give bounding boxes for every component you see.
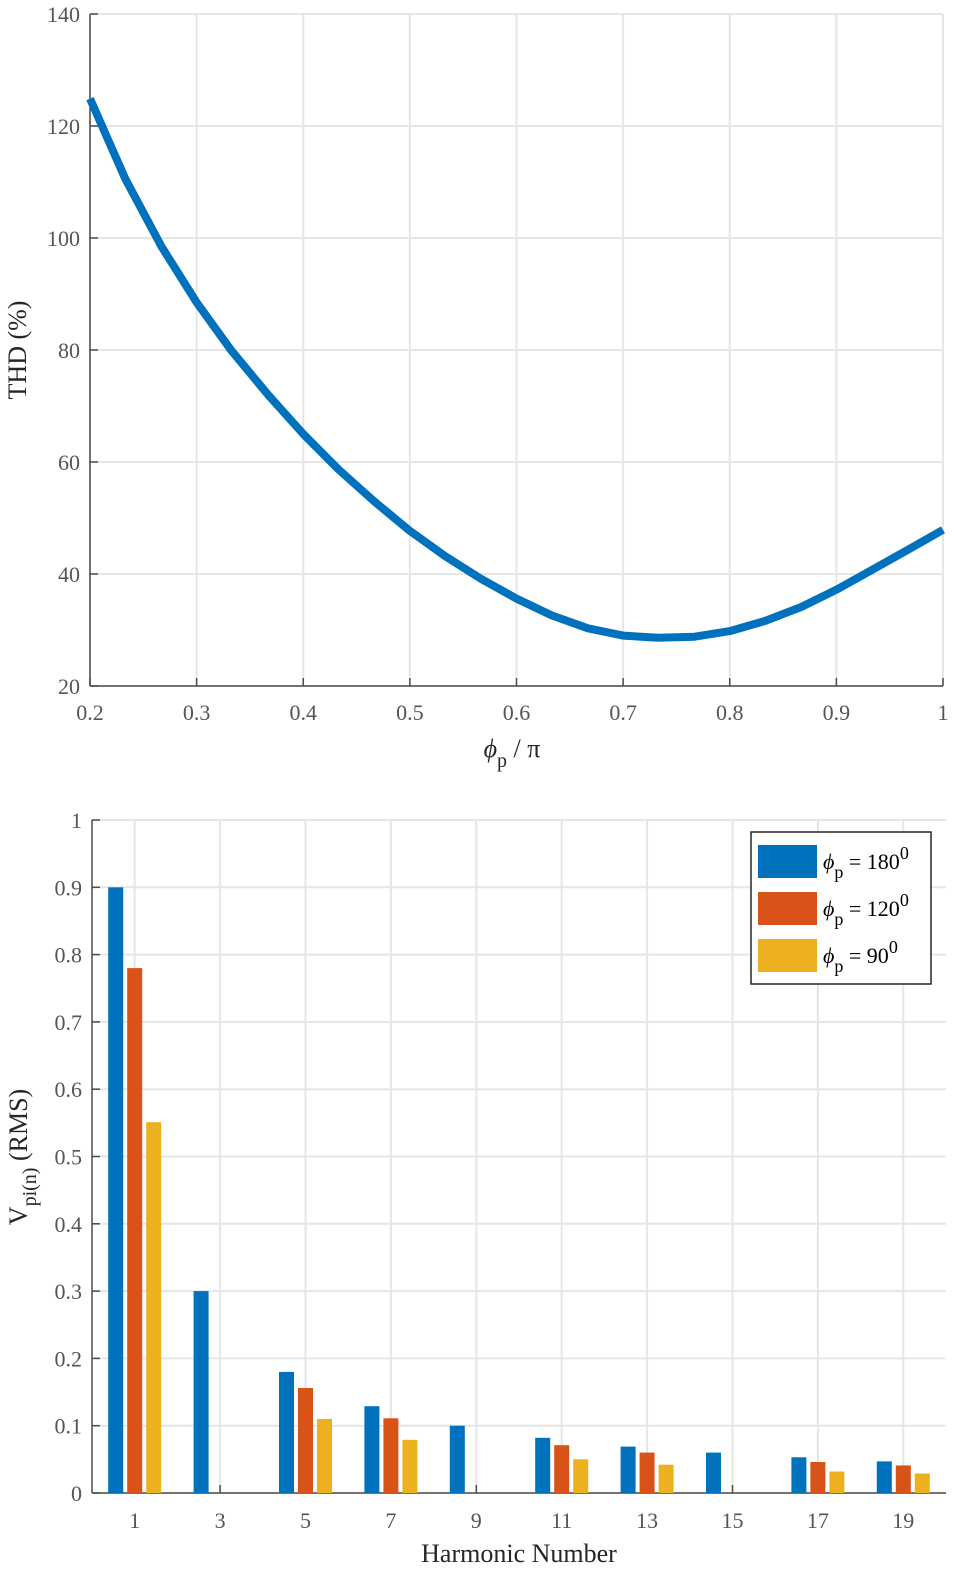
harmonic-bar — [829, 1471, 845, 1493]
harmonic-bar — [317, 1419, 332, 1493]
top-y-tick-label: 140 — [47, 2, 80, 27]
legend-swatch — [758, 892, 817, 925]
top-y-tick-label: 60 — [58, 450, 80, 475]
top-y-tick-label: 20 — [58, 674, 80, 699]
bottom-x-tick-label: 11 — [551, 1508, 572, 1533]
bottom-y-tick-label: 0.4 — [55, 1212, 83, 1237]
top-x-tick-label: 0.4 — [290, 700, 318, 725]
bottom-x-tick-label: 9 — [471, 1508, 482, 1533]
top-x-axis-label: ϕp / π — [484, 734, 541, 772]
top-x-tick-label: 0.3 — [183, 700, 211, 725]
harmonic-bar — [895, 1465, 911, 1493]
bottom-x-tick-label: 1 — [129, 1508, 140, 1533]
top-y-tick-label: 100 — [47, 226, 80, 251]
top-x-tick-label: 0.5 — [396, 700, 424, 725]
thd-line — [86, 96, 945, 642]
harmonic-bar-chart: 00.10.20.30.40.50.60.70.80.911 3 5 7 9 11 13 15… — [4, 808, 946, 1568]
bottom-y-tick-label: 0.2 — [55, 1346, 83, 1371]
harmonic-bar — [108, 887, 124, 1493]
x-label-rest: / π — [507, 734, 540, 763]
harmonic-bar — [573, 1459, 589, 1493]
harmonic-bar — [620, 1446, 636, 1493]
top-x-tick-label: 0.9 — [823, 700, 851, 725]
harmonic-bar — [146, 1122, 162, 1493]
bottom-tick-labels: 00.10.20.30.40.50.60.70.80.911 3 5 7 9 11 13 15… — [55, 808, 915, 1533]
phi-subscript: p — [497, 750, 507, 772]
top-axes — [89, 13, 944, 687]
bottom-bars — [108, 887, 930, 1493]
thd-line-chart: 0.2 0.3 0.4 0.5 0.6 0.7 0.8 0.9 1204060801001201… — [3, 2, 949, 772]
top-x-tick-label: 0.2 — [76, 700, 104, 725]
top-series — [86, 96, 945, 642]
harmonic-bar — [449, 1425, 465, 1493]
bottom-x-tick-label: 7 — [385, 1508, 396, 1533]
harmonic-bar — [914, 1473, 930, 1493]
bottom-y-tick-label: 0.9 — [55, 875, 83, 900]
bottom-y-tick-label: 1 — [71, 808, 82, 833]
harmonic-bar — [402, 1439, 418, 1493]
bottom-y-tick-label: 0.8 — [55, 943, 83, 968]
bottom-y-tick-label: 0.6 — [55, 1077, 83, 1102]
bottom-y-tick-label: 0.3 — [55, 1279, 83, 1304]
harmonic-bar — [193, 1291, 209, 1493]
legend-swatch — [758, 845, 817, 878]
harmonic-bar — [383, 1418, 399, 1493]
top-y-tick-label: 120 — [47, 114, 80, 139]
bottom-x-tick-label: 17 — [807, 1508, 829, 1533]
harmonic-bar — [127, 968, 143, 1493]
harmonic-bar — [658, 1464, 674, 1493]
legend-label: ϕp = 1800 — [823, 843, 909, 882]
harmonic-bar — [364, 1406, 380, 1493]
harmonic-bar — [279, 1371, 294, 1493]
top-x-tick-label: 1 — [938, 700, 949, 725]
legend-label: ϕp = 900 — [823, 937, 898, 976]
bottom-x-tick-label: 13 — [636, 1508, 658, 1533]
top-grid — [89, 13, 944, 687]
harmonic-bar — [706, 1452, 721, 1493]
harmonic-bar — [639, 1452, 655, 1493]
legend-swatch — [758, 939, 817, 972]
harmonic-bar — [791, 1457, 807, 1493]
bottom-y-axis-label: Vpi(n) (RMS) — [4, 1089, 41, 1225]
top-y-tick-label: 40 — [58, 562, 80, 587]
top-x-tick-label: 0.6 — [503, 700, 531, 725]
top-y-axis-label: THD (%) — [3, 301, 32, 400]
bottom-y-tick-label: 0.1 — [55, 1414, 83, 1439]
bottom-x-tick-label: 15 — [722, 1508, 744, 1533]
harmonic-bar — [810, 1462, 826, 1493]
top-tick-labels: 0.2 0.3 0.4 0.5 0.6 0.7 0.8 0.9 1204060801001201… — [47, 2, 949, 725]
bottom-x-tick-label: 19 — [892, 1508, 914, 1533]
harmonic-bar — [876, 1461, 892, 1493]
top-x-tick-label: 0.8 — [716, 700, 744, 725]
legend: ϕp = 1800 ϕp = 1200 ϕp = 900 — [750, 831, 932, 985]
bottom-x-tick-label: 3 — [215, 1508, 226, 1533]
harmonic-bar — [554, 1445, 570, 1493]
legend-label: ϕp = 1200 — [823, 890, 909, 929]
top-x-tick-label: 0.7 — [609, 700, 637, 725]
harmonic-bar — [535, 1437, 551, 1493]
bottom-y-tick-label: 0 — [71, 1481, 82, 1506]
harmonic-bar — [298, 1388, 313, 1493]
bottom-x-axis-label: Harmonic Number — [421, 1539, 617, 1568]
bottom-y-tick-label: 0.7 — [55, 1010, 83, 1035]
top-y-tick-label: 80 — [58, 338, 80, 363]
bottom-x-tick-label: 5 — [300, 1508, 311, 1533]
bottom-y-tick-label: 0.5 — [55, 1145, 83, 1170]
phi-symbol: ϕ — [484, 734, 497, 763]
